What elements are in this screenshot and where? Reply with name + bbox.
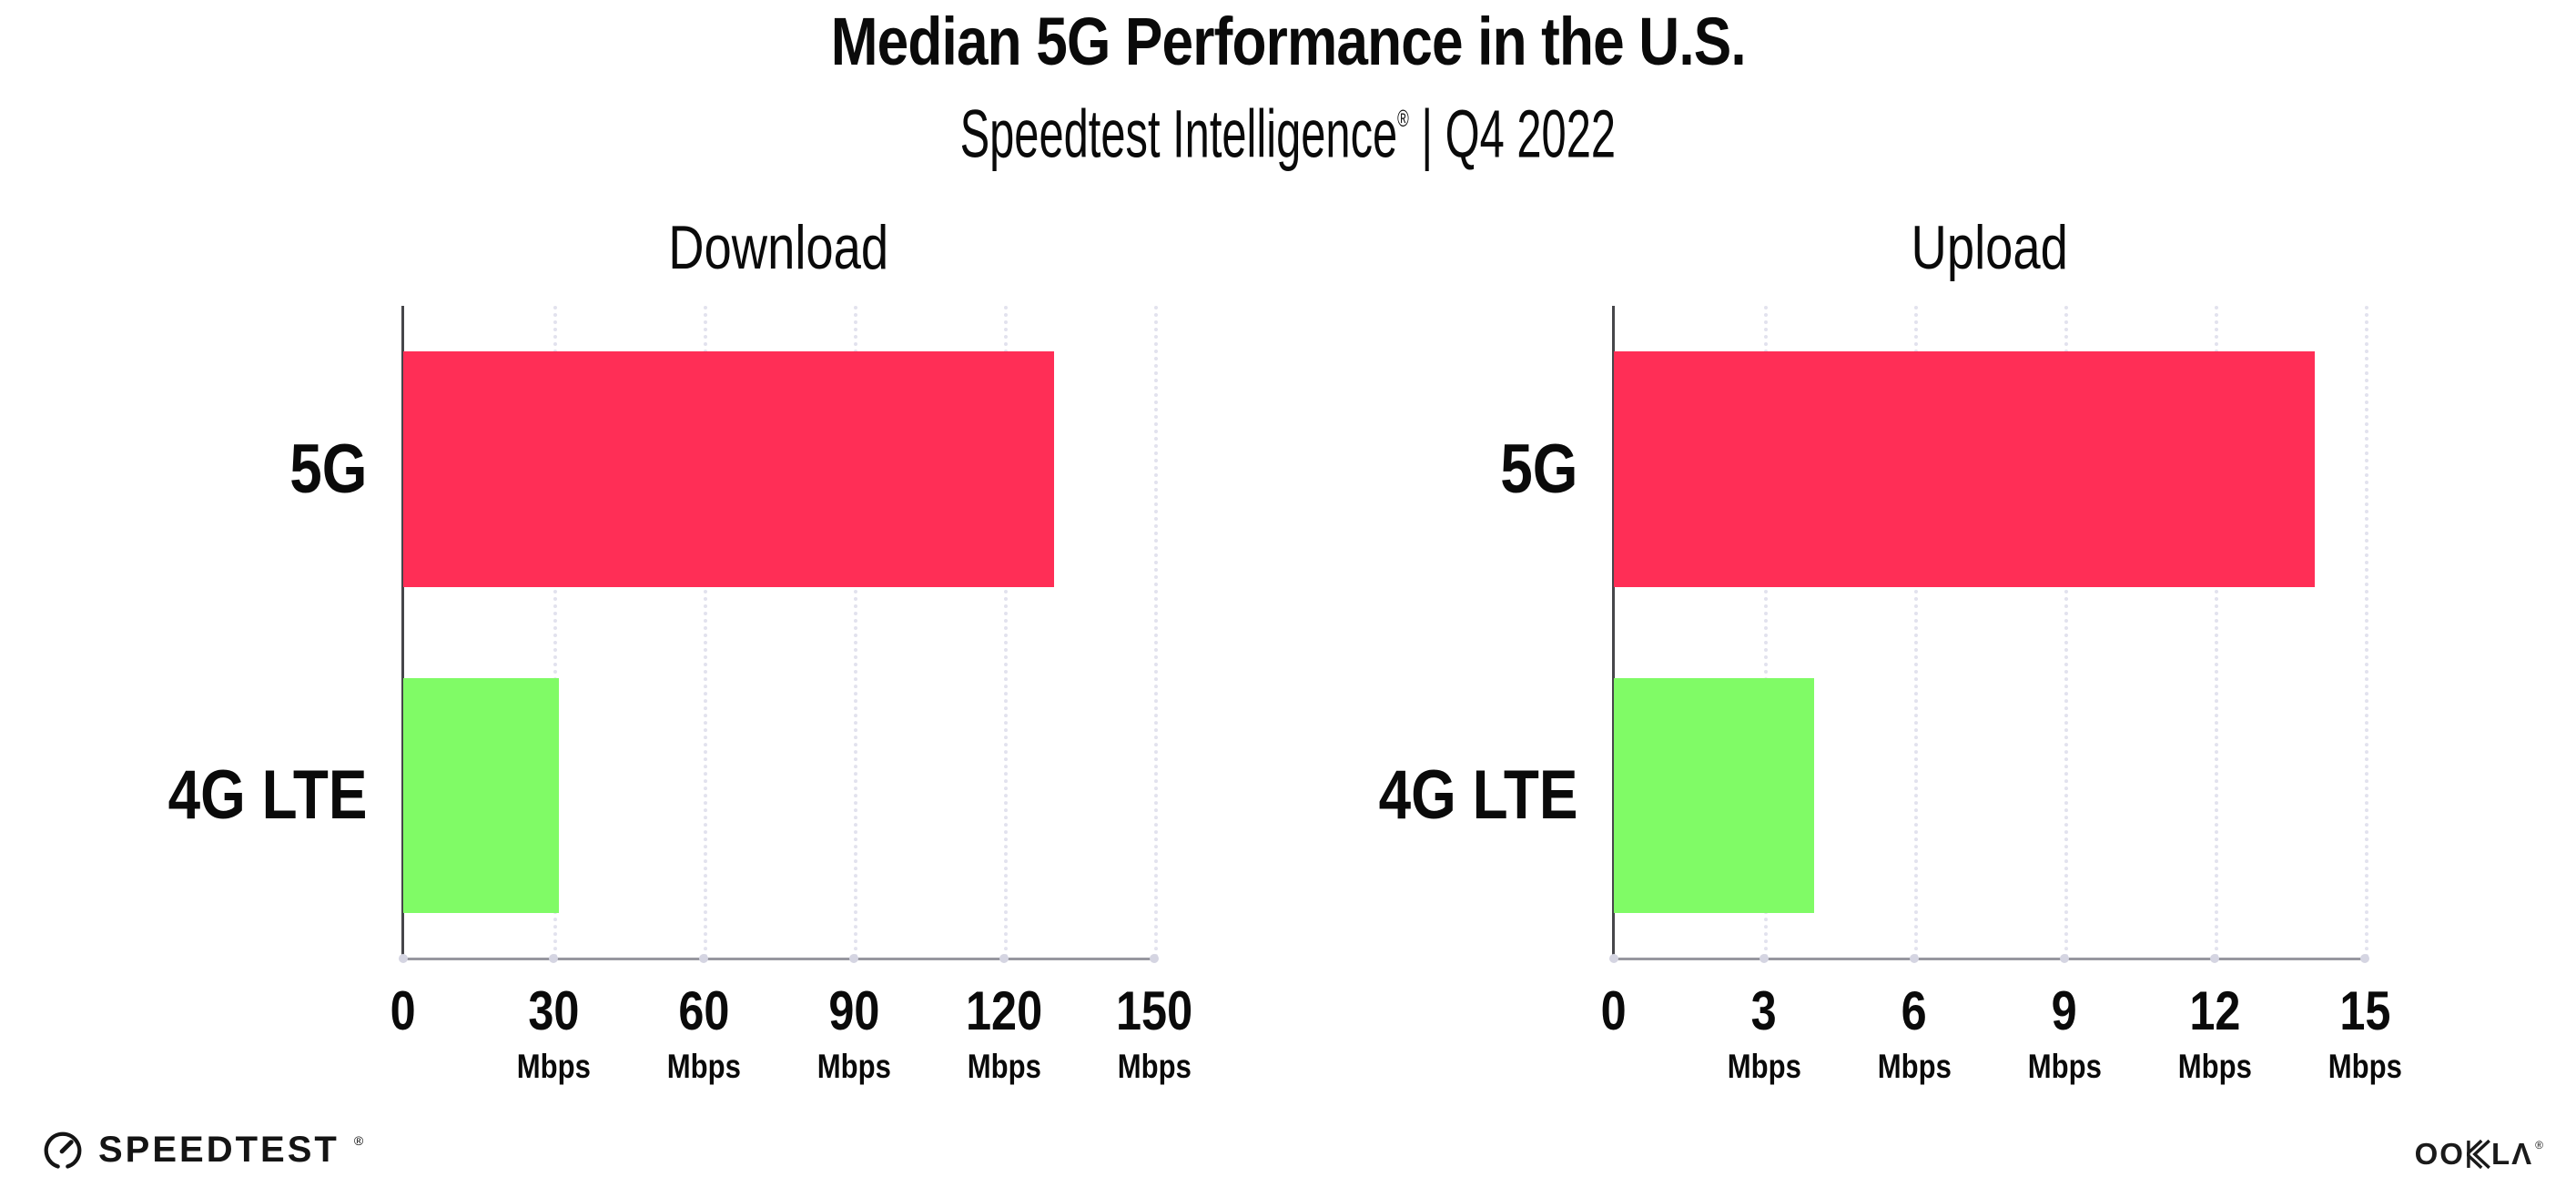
gridline-9	[2064, 306, 2068, 959]
upload-bar-4g-lte	[1614, 678, 1814, 913]
category-label-4g-lte: 4G LTE	[1378, 756, 1577, 834]
x-tick-unit-150: Mbps	[1117, 1048, 1192, 1085]
x-tick-unit-90: Mbps	[816, 1048, 891, 1085]
axis-tick-dot-150	[1150, 954, 1159, 963]
gridline-90	[854, 306, 857, 959]
axis-tick-dot-12	[2210, 954, 2219, 963]
axis-tick-dot-30	[549, 954, 558, 963]
x-tick-label-6: 6	[1901, 980, 1928, 1041]
page-title: Median 5G Performance in the U.S.	[0, 5, 2576, 78]
upload-chart-title: Upload	[1911, 213, 2068, 282]
category-label-4g-lte: 4G LTE	[167, 756, 367, 834]
registered-mark: ®	[1397, 105, 1410, 132]
x-tick-label-150: 150	[1115, 980, 1193, 1041]
x-tick-unit-12: Mbps	[2177, 1048, 2252, 1085]
ookla-l: L	[2490, 1137, 2512, 1171]
x-tick-unit-60: Mbps	[666, 1048, 741, 1085]
x-tick-unit-9: Mbps	[2027, 1048, 2102, 1085]
gridline-150	[1154, 306, 1158, 959]
gridline-15	[2365, 306, 2368, 959]
x-tick-label-12: 12	[2188, 980, 2241, 1041]
gridline-3	[1764, 306, 1768, 959]
speedtest-logo: SPEEDTEST ®	[40, 1127, 364, 1172]
x-tick-unit-30: Mbps	[516, 1048, 591, 1085]
x-tick-label-0: 0	[390, 980, 417, 1041]
speedtest-gauge-icon	[44, 1131, 82, 1169]
download-y-axis-line	[401, 306, 404, 959]
x-tick-label-15: 15	[2338, 980, 2391, 1041]
x-tick-label-0: 0	[1600, 980, 1628, 1041]
category-label-5g: 5G	[1499, 430, 1577, 508]
x-tick-label-90: 90	[827, 980, 880, 1041]
axis-tick-dot-60	[699, 954, 708, 963]
download-bar-4g-lte	[403, 678, 559, 913]
x-tick-unit-3: Mbps	[1727, 1048, 1801, 1085]
axis-tick-dot-3	[1760, 954, 1769, 963]
download-chart-panel: Download 0 30 Mbps 60 Mbps 90 Mbps 120 Mbps 150 Mb…	[167, 215, 1192, 1085]
x-tick-label-60: 60	[677, 980, 730, 1041]
page-subtitle: Speedtest Intelligence® | Q4 2022	[0, 87, 2576, 173]
subtitle-brand: Speedtest Intelligence	[959, 96, 1398, 172]
x-tick-unit-120: Mbps	[967, 1048, 1041, 1085]
axis-tick-dot-9	[2060, 954, 2069, 963]
gridline-6	[1914, 306, 1918, 959]
download-bar-5g	[403, 351, 1054, 587]
page-title-text: Median 5G Performance in the U.S.	[830, 4, 1746, 79]
speedtest-wordmark: SPEEDTEST	[98, 1129, 340, 1170]
x-tick-label-120: 120	[965, 980, 1043, 1041]
x-tick-unit-15: Mbps	[2328, 1048, 2402, 1085]
axis-tick-dot-90	[849, 954, 858, 963]
upload-chart-panel: Upload 0 3 Mbps 6 Mbps 9 Mbps 12 Mbps 15 Mbps 5G 4G …	[1378, 215, 2402, 1085]
upload-x-axis-line	[1612, 958, 2365, 960]
axis-tick-dot-120	[999, 954, 1009, 963]
download-chart-title: Download	[668, 213, 889, 282]
gridline-12	[2215, 306, 2218, 959]
ookla-a: Λ	[2511, 1137, 2534, 1171]
upload-bar-5g	[1614, 351, 2315, 587]
subtitle-period: | Q4 2022	[1409, 96, 1617, 172]
upload-y-axis-line	[1612, 306, 1615, 959]
axis-tick-dot-15	[2360, 954, 2369, 963]
upload-plot-area: 0 3 Mbps 6 Mbps 9 Mbps 12 Mbps 15 Mbps 5G 4G LTE	[1378, 306, 2402, 1085]
speedtest-registered-mark: ®	[353, 1133, 364, 1148]
ookla-k-icon	[2466, 1140, 2490, 1169]
x-tick-unit-6: Mbps	[1877, 1048, 1952, 1085]
page-subtitle-text: Speedtest Intelligence® | Q4 2022	[960, 87, 1616, 173]
axis-tick-dot-0	[399, 954, 408, 963]
gridline-30	[553, 306, 557, 959]
axis-tick-dot-6	[1910, 954, 1919, 963]
axis-tick-dot-0	[1609, 954, 1618, 963]
ookla-oo: OO	[2414, 1137, 2465, 1171]
x-tick-label-30: 30	[527, 980, 580, 1041]
gridline-60	[704, 306, 707, 959]
ookla-logo: OO L Λ ®	[2414, 1137, 2543, 1171]
download-x-axis-line	[401, 958, 1154, 960]
x-tick-label-9: 9	[2051, 980, 2078, 1041]
x-tick-label-3: 3	[1750, 980, 1778, 1041]
gridline-120	[1004, 306, 1008, 959]
ookla-registered-mark: ®	[2535, 1139, 2543, 1151]
category-label-5g: 5G	[289, 430, 367, 508]
download-plot-area: 0 30 Mbps 60 Mbps 90 Mbps 120 Mbps 150 Mbps 5G 4G LT…	[167, 306, 1192, 1085]
